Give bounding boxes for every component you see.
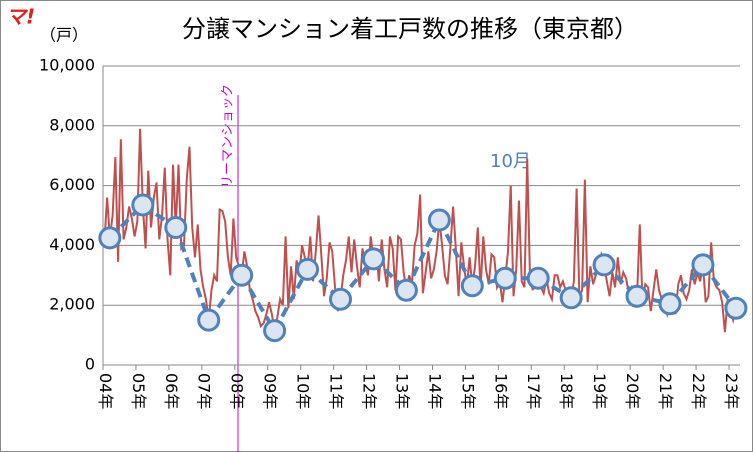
x-tick-label: 22年 [689, 373, 708, 409]
october-segment [404, 219, 442, 292]
october-marker [559, 286, 583, 310]
y-axis-label: （戸） [40, 26, 88, 45]
series-label: 10月 [490, 151, 531, 172]
chart-title: 分譲マンション着工戸数の推移（東京都） [182, 15, 638, 43]
october-marker [296, 257, 320, 281]
x-tick-label: 06年 [162, 373, 181, 409]
october-marker [493, 266, 517, 290]
october-marker [164, 215, 188, 239]
x-tick-label: 19年 [590, 373, 609, 409]
october-segment [272, 268, 310, 332]
october-marker [230, 263, 254, 287]
x-tick-label: 23年 [722, 373, 741, 409]
x-tick-label: 14年 [425, 373, 444, 409]
october-marker [592, 253, 616, 277]
x-tick-label: 17年 [524, 373, 543, 409]
x-tick-label: 20年 [623, 373, 642, 409]
october-marker [329, 287, 353, 311]
annotation: リーマンショック [221, 84, 236, 188]
y-tick-label: 0 [85, 355, 95, 374]
x-tick-label: 11年 [327, 373, 346, 409]
x-tick-label: 10年 [294, 373, 313, 409]
october-segment [173, 226, 211, 321]
logo: マ! [6, 5, 35, 29]
october-marker [197, 308, 221, 332]
october-marker [460, 274, 484, 298]
x-tick-label: 16年 [491, 373, 510, 409]
x-tick-label: 12年 [359, 373, 378, 409]
x-tick-label: 13年 [392, 373, 411, 409]
october-marker [724, 296, 748, 320]
x-tick-label: 05年 [129, 373, 148, 409]
x-tick-label: 18年 [557, 373, 576, 409]
x-tick-label: 15年 [458, 373, 477, 409]
x-tick-label: 07年 [195, 373, 214, 409]
y-tick-label: 10,000 [39, 56, 95, 75]
x-tick-label: 09年 [261, 373, 280, 409]
x-tick-label: 08年 [228, 373, 247, 409]
october-marker [263, 319, 287, 343]
october-marker [394, 278, 418, 302]
october-marker [658, 292, 682, 316]
y-tick-label: 4,000 [49, 235, 95, 254]
october-marker [427, 208, 451, 232]
y-tick-label: 8,000 [49, 115, 95, 134]
x-tick-label: 04年 [96, 373, 115, 409]
october-marker [625, 284, 649, 308]
october-marker [361, 247, 385, 271]
october-marker [691, 253, 715, 277]
x-tick-label: 21年 [656, 373, 675, 409]
october-segment [437, 219, 475, 287]
october-marker [131, 193, 155, 217]
october-marker [98, 226, 122, 250]
october-marker [526, 266, 550, 290]
y-tick-label: 2,000 [49, 295, 95, 314]
y-tick-label: 6,000 [49, 175, 95, 194]
